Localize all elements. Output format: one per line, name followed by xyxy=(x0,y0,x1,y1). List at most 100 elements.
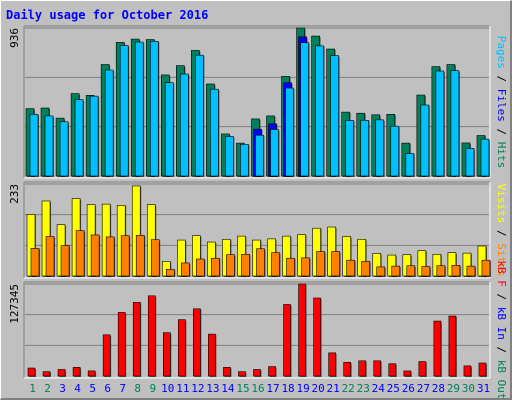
pages-bar xyxy=(360,120,370,177)
x-tick-label: 9 xyxy=(149,382,156,395)
legend-item: Visits xyxy=(495,184,508,224)
kbytes-bar xyxy=(298,283,307,377)
sites-bar xyxy=(90,234,101,277)
sites-bar xyxy=(376,266,386,277)
x-tick-label: 15 xyxy=(236,382,249,395)
x-tick-label: 16 xyxy=(251,382,264,395)
legend-item: Sites xyxy=(495,243,508,276)
pages-bar xyxy=(405,153,415,177)
pages-bar xyxy=(119,45,130,177)
kbytes-bar xyxy=(193,308,202,377)
pages-bar xyxy=(450,70,460,177)
x-tick-label: 29 xyxy=(447,382,460,395)
legend-item: kB Out xyxy=(495,360,508,400)
legend-item: Pages xyxy=(495,36,508,69)
x-tick-label: 7 xyxy=(119,382,126,395)
x-tick-label: 27 xyxy=(417,382,430,395)
x-tick-label: 24 xyxy=(372,382,386,395)
kbytes-bar xyxy=(72,367,82,377)
x-tick-label: 20 xyxy=(312,382,325,395)
pages-bar xyxy=(89,95,100,177)
pages-bar xyxy=(104,69,115,177)
visits-sites-panel xyxy=(23,181,491,279)
x-tick-label: 11 xyxy=(176,382,189,395)
legend-item: / xyxy=(495,223,508,243)
legend-item: / xyxy=(495,122,508,142)
pages-bar xyxy=(315,45,325,177)
legend-label: kB F / kB In / kB Out xyxy=(495,260,508,399)
kbytes-bar xyxy=(117,312,127,377)
sites-bar xyxy=(481,259,491,277)
sites-bar xyxy=(466,265,476,277)
kbytes-bar xyxy=(283,304,292,377)
x-tick-label: 3 xyxy=(59,382,66,395)
hits-files-pages-panel xyxy=(23,25,491,179)
x-tick-label: 28 xyxy=(432,382,445,395)
sites-bar xyxy=(120,235,131,277)
x-tick-label: 6 xyxy=(104,382,111,395)
x-tick-label: 23 xyxy=(357,382,370,395)
kbytes-bar xyxy=(358,360,367,377)
kbytes-bar xyxy=(418,361,427,377)
sites-bar xyxy=(105,236,116,277)
x-tick-label: 12 xyxy=(191,382,204,395)
kbytes-bar xyxy=(208,333,217,377)
pages-bar xyxy=(375,119,385,177)
pages-bar xyxy=(435,70,445,177)
legend-item: Files xyxy=(495,89,508,122)
y-max-label: 936 xyxy=(8,28,21,48)
kbytes-bar xyxy=(238,371,247,377)
pages-bar xyxy=(74,99,85,177)
sites-bar xyxy=(271,252,281,277)
pages-bar xyxy=(149,40,160,178)
pages-bar xyxy=(59,121,70,177)
kbytes-bar xyxy=(328,352,337,377)
kbytes-bar xyxy=(162,332,172,377)
sites-bar xyxy=(301,257,311,277)
pages-bar xyxy=(255,134,265,177)
sites-bar xyxy=(181,262,191,277)
pages-bar xyxy=(180,73,190,177)
kbytes-bar xyxy=(223,367,232,377)
x-tick-label: 30 xyxy=(462,382,475,395)
legend-item: / xyxy=(495,69,508,89)
pages-bar xyxy=(164,82,175,177)
sites-bar xyxy=(150,239,161,277)
sites-bar xyxy=(45,236,56,277)
kbytes-bar xyxy=(373,360,382,377)
pages-bar xyxy=(465,148,475,177)
kbytes-bar xyxy=(478,362,487,377)
pages-bar xyxy=(345,120,355,177)
sites-bar xyxy=(211,257,221,277)
x-tick-label: 31 xyxy=(477,382,490,395)
pages-bar xyxy=(240,144,250,177)
sites-bar xyxy=(286,257,296,277)
legend-item: kB In xyxy=(495,307,508,340)
pages-bar xyxy=(285,87,295,177)
y-max-label: 233 xyxy=(8,184,21,204)
kbytes-panel xyxy=(23,281,491,379)
kbytes-bar xyxy=(448,315,457,377)
sites-bar xyxy=(30,248,40,277)
kbytes-bar xyxy=(42,371,52,377)
x-tick-label: 17 xyxy=(266,382,279,395)
kbytes-bar xyxy=(57,369,67,377)
sites-bar xyxy=(331,251,341,277)
pages-bar xyxy=(210,88,220,177)
kbytes-bar xyxy=(433,320,442,377)
legend-label: Visits / Sites xyxy=(495,184,508,277)
x-tick-label: 2 xyxy=(44,382,51,395)
x-tick-label: 4 xyxy=(74,382,81,395)
x-tick-label: 26 xyxy=(402,382,415,395)
pages-bar xyxy=(134,41,145,178)
sites-bar xyxy=(60,245,71,277)
legend-item: / xyxy=(495,340,508,360)
pages-bar xyxy=(330,55,340,177)
x-tick-label: 14 xyxy=(221,382,235,395)
x-tick-label: 8 xyxy=(134,382,141,395)
kbytes-bar xyxy=(253,369,262,377)
sites-bar xyxy=(135,235,146,277)
sites-bar xyxy=(391,265,401,277)
pages-bar xyxy=(195,54,205,178)
legend-label: Pages / Files / Hits xyxy=(495,36,508,169)
